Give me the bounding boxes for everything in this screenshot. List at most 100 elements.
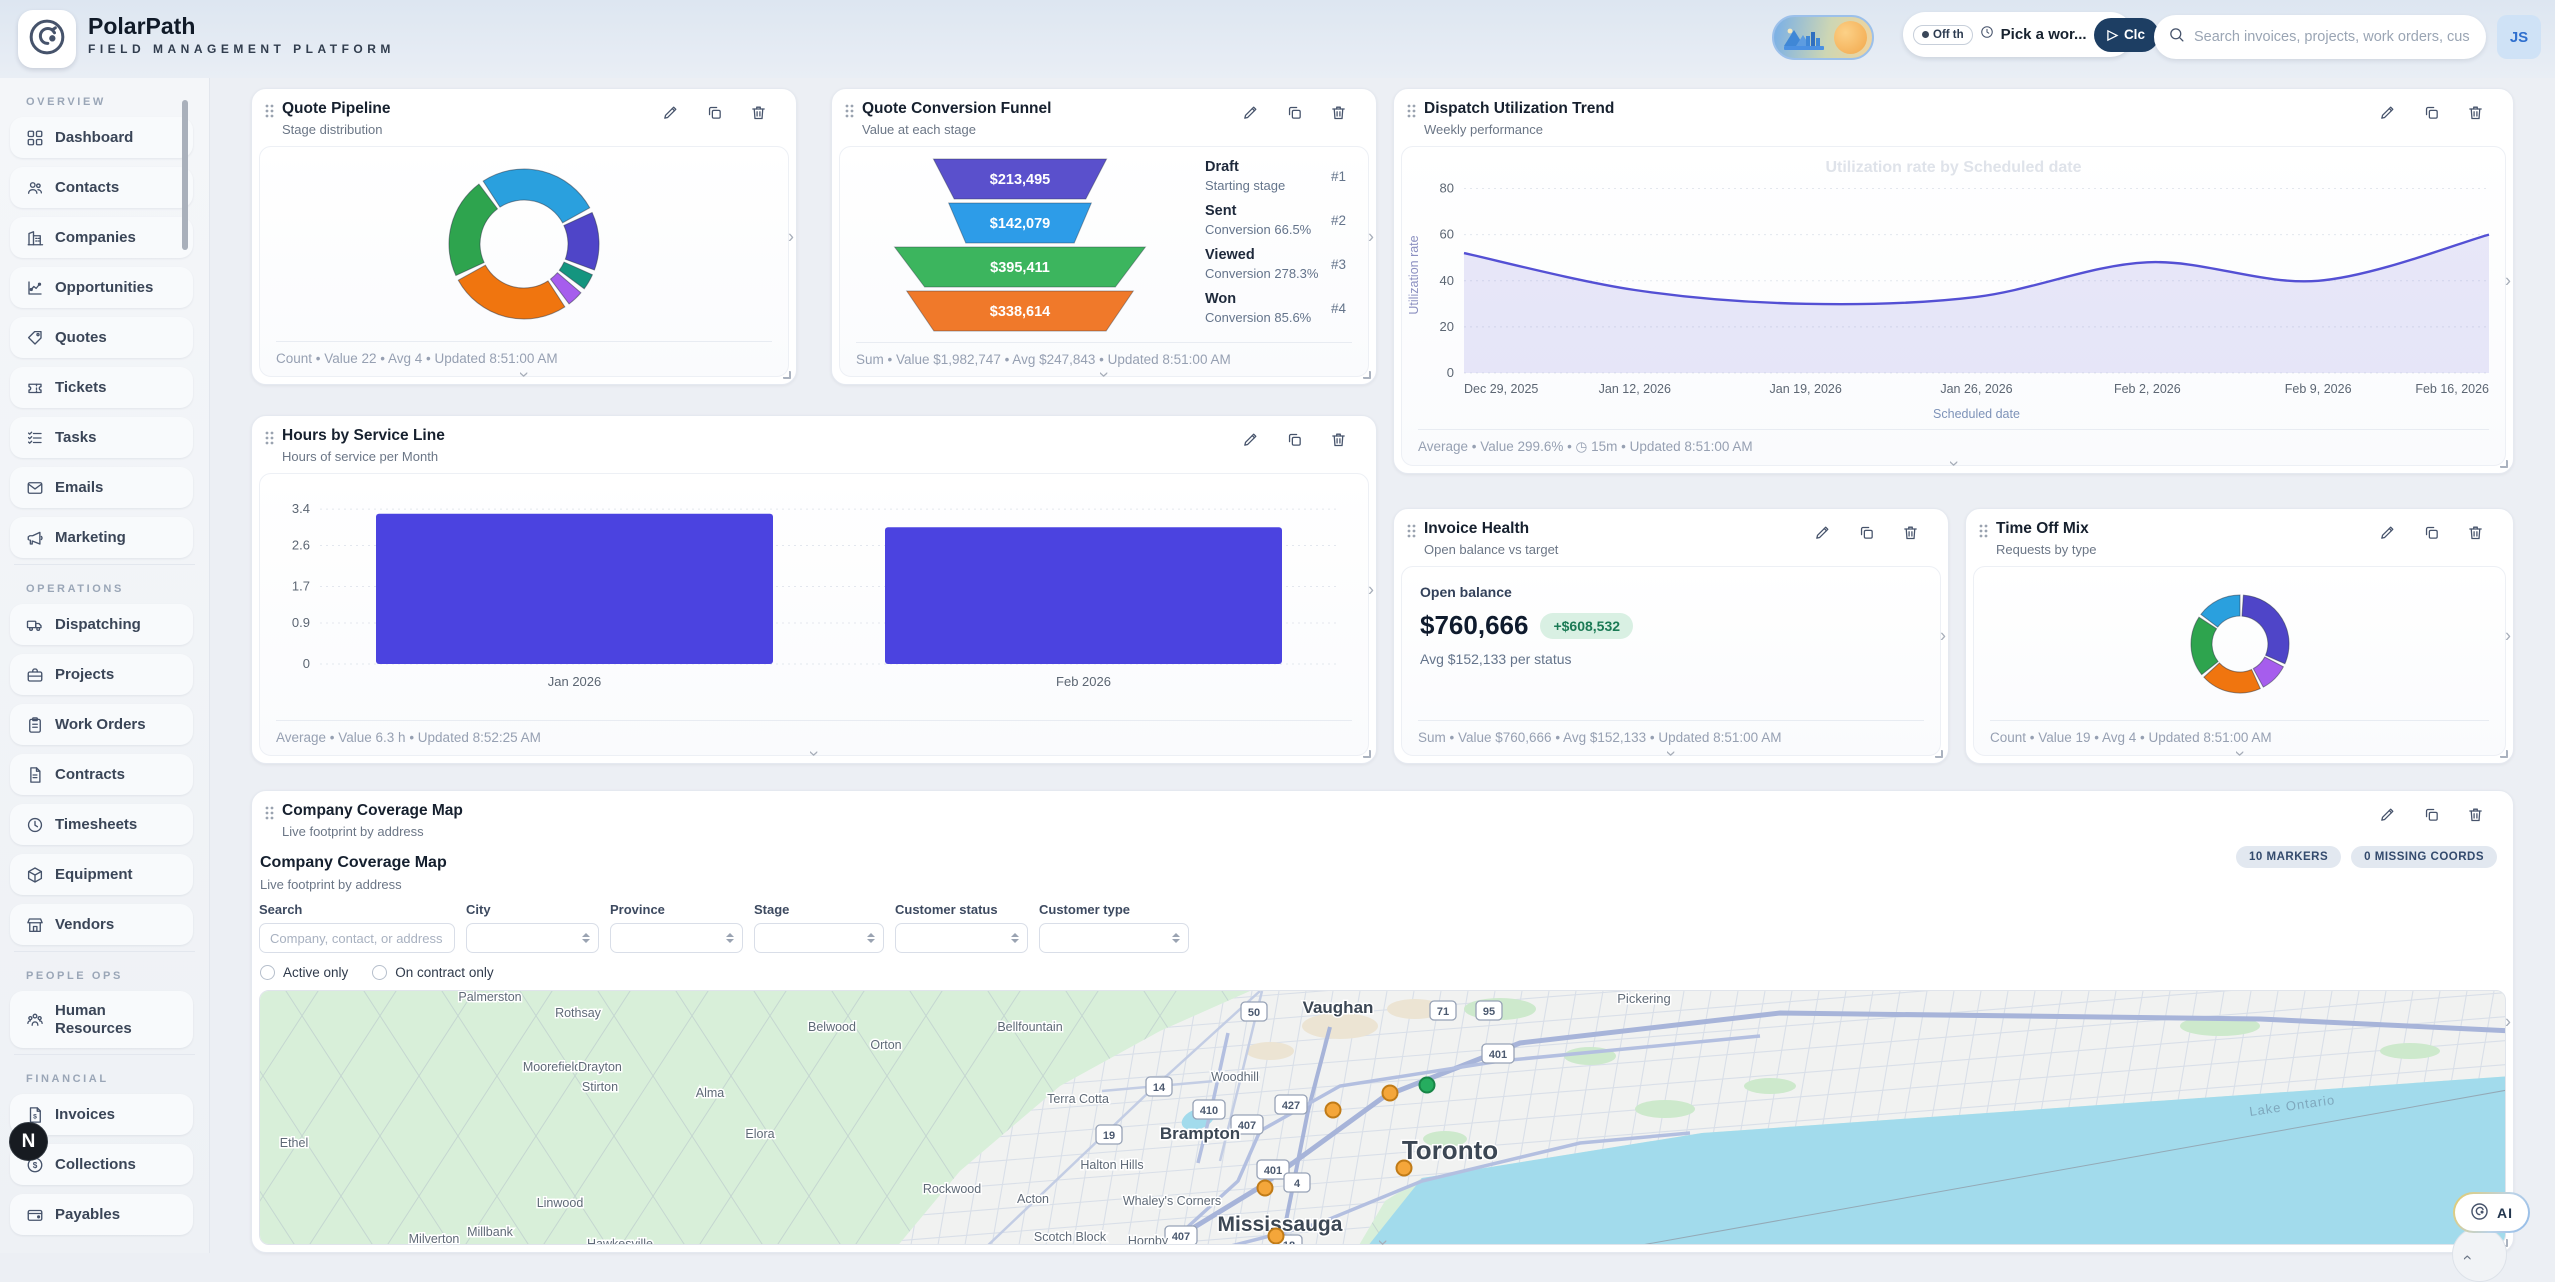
clock-icon — [1980, 25, 1994, 44]
svg-text:Moorefield: Moorefield — [523, 1060, 581, 1074]
sidebar-item-companies[interactable]: Companies — [10, 217, 193, 258]
map-marker-orange[interactable] — [1258, 1181, 1273, 1196]
timeoff-donut-chart[interactable] — [1974, 567, 2505, 720]
drag-handle-icon[interactable] — [264, 103, 275, 124]
delete-widget-button[interactable] — [1328, 429, 1349, 450]
clock-status-badge: Off th — [1913, 25, 1973, 45]
delete-widget-button[interactable] — [748, 102, 769, 123]
utilization-line-chart[interactable]: Utilization rate by Scheduled date 02040… — [1402, 147, 2505, 429]
widget-resize-corner-handle[interactable] — [1935, 750, 1943, 758]
map-marker-orange[interactable] — [1383, 1086, 1398, 1101]
user-avatar[interactable]: JS — [2497, 15, 2541, 59]
coverage-map[interactable]: 50 71 95 401 427 407 410 14 19 401 4 18 … — [259, 990, 2506, 1245]
sidebar-item-work-orders[interactable]: Work Orders — [10, 704, 193, 745]
drag-handle-icon[interactable] — [264, 430, 275, 451]
duplicate-widget-button[interactable] — [2421, 804, 2442, 825]
duplicate-widget-button[interactable] — [1284, 102, 1305, 123]
toggle-active-only[interactable]: Active only — [260, 965, 348, 980]
filter-select[interactable] — [1039, 923, 1189, 953]
edit-widget-button[interactable] — [1240, 102, 1261, 123]
duplicate-widget-button[interactable] — [704, 102, 725, 123]
widget-resize-right-handle[interactable]: › — [1368, 579, 1374, 600]
widget-resize-right-handle[interactable]: › — [788, 226, 794, 247]
delete-widget-button[interactable] — [1328, 102, 1349, 123]
toggle-on-contract-only[interactable]: On contract only — [372, 965, 493, 980]
widget-resize-bottom-handle[interactable]: › — [2229, 751, 2250, 757]
filter-select[interactable] — [610, 923, 743, 953]
widget-resize-right-handle[interactable]: › — [2505, 271, 2511, 292]
quote-pipeline-donut-chart[interactable] — [260, 147, 788, 341]
widget-resize-bottom-handle[interactable]: › — [1661, 751, 1682, 757]
sidebar-item-timesheets[interactable]: Timesheets — [10, 804, 193, 845]
widget-resize-corner-handle[interactable] — [783, 371, 791, 379]
widget-resize-right-handle[interactable]: › — [1368, 226, 1374, 247]
sidebar-item-vendors[interactable]: Vendors — [10, 904, 193, 945]
sidebar-item-payables[interactable]: Payables — [10, 1194, 193, 1235]
edit-widget-button[interactable] — [1812, 522, 1833, 543]
widget-resize-corner-handle[interactable] — [1363, 750, 1371, 758]
widget-resize-bottom-handle[interactable]: › — [1094, 372, 1115, 378]
drag-handle-icon[interactable] — [844, 103, 855, 124]
widget-resize-bottom-handle[interactable]: › — [514, 372, 535, 378]
widget-resize-corner-handle[interactable] — [2500, 750, 2508, 758]
search-input[interactable] — [2194, 29, 2472, 45]
drag-handle-icon[interactable] — [1978, 523, 1989, 544]
drag-handle-icon[interactable] — [264, 805, 275, 826]
widget-resize-bottom-handle[interactable]: › — [804, 751, 825, 757]
sidebar-item-quotes[interactable]: Quotes — [10, 317, 193, 358]
duplicate-widget-button[interactable] — [1856, 522, 1877, 543]
theme-toggle[interactable] — [1772, 15, 1874, 60]
duplicate-widget-button[interactable] — [1284, 429, 1305, 450]
edit-widget-button[interactable] — [1240, 429, 1261, 450]
edit-widget-button[interactable] — [2377, 522, 2398, 543]
clock-in-button[interactable]: ▷ Clc — [2094, 18, 2159, 52]
sidebar-item-label: Dispatching — [55, 616, 141, 633]
edit-widget-button[interactable] — [660, 102, 681, 123]
widget-resize-bottom-handle[interactable]: › — [1372, 1240, 1393, 1246]
duplicate-widget-button[interactable] — [2421, 102, 2442, 123]
sidebar-section-title: OPERATIONS — [26, 583, 209, 595]
hours-bar-chart[interactable]: 00.91.72.63.4Jan 2026Feb 2026 — [260, 474, 1368, 720]
filter-select[interactable] — [466, 923, 599, 953]
drag-handle-icon[interactable] — [1406, 523, 1417, 544]
delete-widget-button[interactable] — [2465, 804, 2486, 825]
sidebar-item-tickets[interactable]: Tickets — [10, 367, 193, 408]
widget-resize-right-handle[interactable]: › — [2505, 626, 2511, 647]
widget-resize-corner-handle[interactable] — [1363, 371, 1371, 379]
map-marker-orange[interactable] — [1326, 1103, 1341, 1118]
sidebar-item-dashboard[interactable]: Dashboard — [10, 117, 193, 158]
quote-funnel-chart[interactable]: $213,495$142,079$395,411$338,614Draft St… — [840, 147, 1368, 342]
delete-widget-button[interactable] — [1900, 522, 1921, 543]
filter-select[interactable] — [895, 923, 1028, 953]
drag-handle-icon[interactable] — [1406, 103, 1417, 124]
widget-resize-right-handle[interactable]: › — [2505, 1011, 2511, 1032]
filter-select[interactable] — [754, 923, 884, 953]
scroll-top-button[interactable]: › — [2452, 1227, 2507, 1282]
select-arrows-icon — [726, 933, 734, 943]
map-marker-orange[interactable] — [1269, 1229, 1284, 1244]
sidebar-scrollbar[interactable] — [182, 100, 188, 250]
sidebar-item-opportunities[interactable]: Opportunities — [10, 267, 193, 308]
sidebar-item-emails[interactable]: Emails — [10, 467, 193, 508]
sidebar-item-projects[interactable]: Projects — [10, 654, 193, 695]
sidebar-item-dispatching[interactable]: Dispatching — [10, 604, 193, 645]
sidebar-item-contracts[interactable]: Contracts — [10, 754, 193, 795]
widget-resize-bottom-handle[interactable]: › — [1943, 461, 1964, 467]
widget-resize-corner-handle[interactable] — [2500, 460, 2508, 468]
ai-assistant-button[interactable]: AI — [2453, 1192, 2530, 1233]
map-marker-orange[interactable] — [1397, 1161, 1412, 1176]
delete-widget-button[interactable] — [2465, 522, 2486, 543]
sidebar-item-equipment[interactable]: Equipment — [10, 854, 193, 895]
sidebar-item-contacts[interactable]: Contacts — [10, 167, 193, 208]
map-marker-green[interactable] — [1420, 1078, 1435, 1093]
delete-widget-button[interactable] — [2465, 102, 2486, 123]
duplicate-widget-button[interactable] — [2421, 522, 2442, 543]
edit-widget-button[interactable] — [2377, 102, 2398, 123]
n-dev-badge[interactable]: N — [9, 1122, 48, 1161]
sidebar-item-marketing[interactable]: Marketing — [10, 517, 193, 558]
widget-resize-right-handle[interactable]: › — [1940, 626, 1946, 647]
sidebar-item-human-resources[interactable]: Human Resources — [10, 991, 193, 1048]
sidebar-item-tasks[interactable]: Tasks — [10, 417, 193, 458]
edit-widget-button[interactable] — [2377, 804, 2398, 825]
filter-search-input[interactable] — [259, 923, 455, 953]
